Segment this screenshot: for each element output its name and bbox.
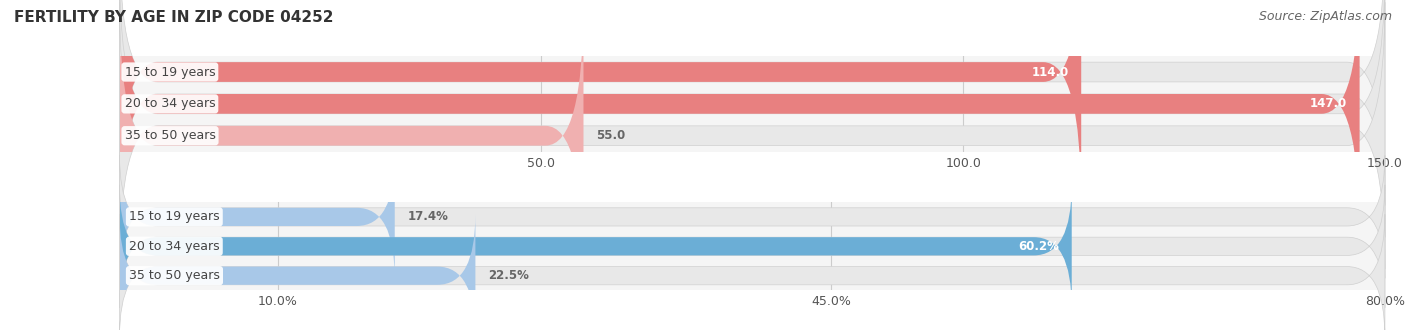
Text: 17.4%: 17.4%	[408, 211, 449, 223]
FancyBboxPatch shape	[120, 2, 583, 269]
Text: 20 to 34 years: 20 to 34 years	[125, 97, 215, 110]
FancyBboxPatch shape	[120, 0, 1385, 206]
Text: 20 to 34 years: 20 to 34 years	[129, 240, 219, 253]
Text: Source: ZipAtlas.com: Source: ZipAtlas.com	[1258, 10, 1392, 23]
Text: 35 to 50 years: 35 to 50 years	[129, 269, 219, 282]
FancyBboxPatch shape	[120, 0, 1385, 237]
FancyBboxPatch shape	[120, 185, 1385, 308]
FancyBboxPatch shape	[120, 0, 1081, 206]
FancyBboxPatch shape	[120, 214, 475, 330]
FancyBboxPatch shape	[120, 214, 1385, 330]
Text: 35 to 50 years: 35 to 50 years	[125, 129, 215, 142]
FancyBboxPatch shape	[120, 185, 1071, 308]
Text: 15 to 19 years: 15 to 19 years	[129, 211, 219, 223]
FancyBboxPatch shape	[120, 155, 395, 278]
Text: 147.0: 147.0	[1310, 97, 1347, 110]
Text: 114.0: 114.0	[1032, 66, 1069, 79]
Text: 22.5%: 22.5%	[488, 269, 529, 282]
FancyBboxPatch shape	[120, 155, 1385, 278]
FancyBboxPatch shape	[120, 0, 1360, 237]
Text: FERTILITY BY AGE IN ZIP CODE 04252: FERTILITY BY AGE IN ZIP CODE 04252	[14, 10, 333, 25]
Text: 15 to 19 years: 15 to 19 years	[125, 66, 215, 79]
Text: 55.0: 55.0	[596, 129, 626, 142]
FancyBboxPatch shape	[120, 2, 1385, 269]
Text: 60.2%: 60.2%	[1018, 240, 1059, 253]
